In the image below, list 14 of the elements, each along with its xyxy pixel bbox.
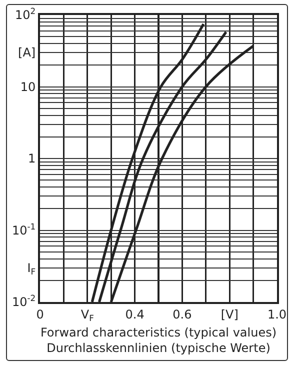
x-tick-label: 1.0 <box>267 307 287 322</box>
x-axis-title: Forward characteristics (typical values) Durchlasskennlinien (typische Werte) <box>40 325 277 355</box>
y-tick-label: 10 <box>20 80 36 94</box>
y-tick-label: I$_{F}$ <box>27 260 36 276</box>
x-tick-label: [V] <box>220 307 238 322</box>
x-tick-label: 0.4 <box>125 307 144 322</box>
x-tick-label: 0.6 <box>172 307 192 322</box>
y-tick-label: 10$^{-2}$ <box>12 293 36 310</box>
x-tick-label: 0 <box>36 307 44 322</box>
y-tick-label: 10$^{-1}$ <box>12 221 36 238</box>
x-tick-label: V$_{F}$ <box>80 307 94 323</box>
y-tick-label: 1 <box>28 152 36 166</box>
y-tick-label: 10$^{2}$ <box>14 6 36 22</box>
y-tick-label: [A] <box>18 46 36 60</box>
